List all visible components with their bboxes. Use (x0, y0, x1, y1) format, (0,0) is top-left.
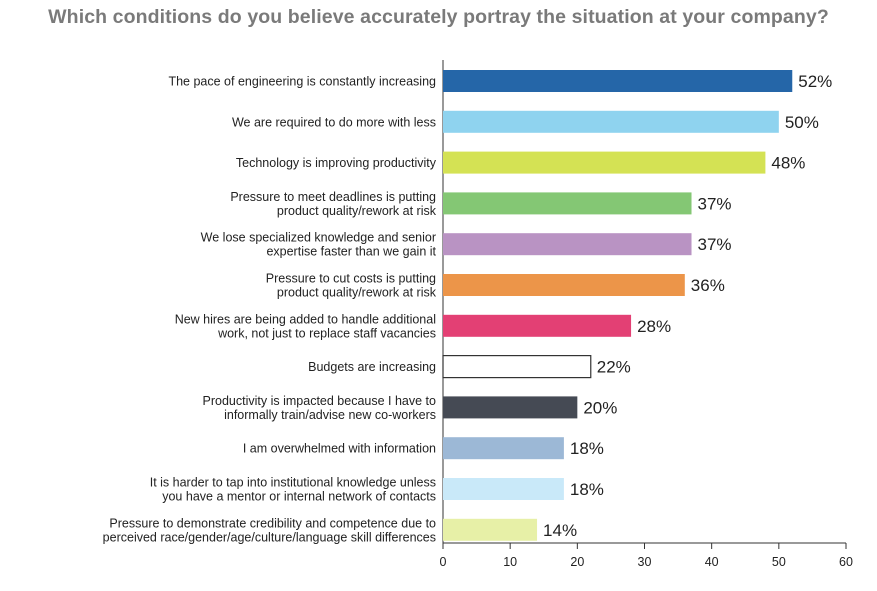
category-label: Pressure to cut costs is putting (266, 272, 436, 286)
x-tick-label: 30 (638, 555, 652, 569)
x-tick-label: 0 (440, 555, 447, 569)
bar (443, 396, 578, 419)
x-tick-label: 20 (570, 555, 584, 569)
bar-value-label: 28% (637, 317, 671, 336)
bar (443, 274, 685, 296)
category-label: New hires are being added to handle addi… (175, 312, 436, 326)
bar-value-label: 18% (570, 439, 604, 458)
bar-value-label: 50% (785, 113, 819, 132)
x-tick-label: 10 (503, 555, 517, 569)
category-label: you have a mentor or internal network of… (162, 490, 436, 504)
bar (443, 151, 766, 174)
bar (443, 192, 692, 215)
bar (442, 355, 592, 379)
bar (443, 437, 564, 460)
category-label: We lose specialized knowledge and senior (201, 231, 436, 245)
category-label: product quality/rework at risk (277, 286, 437, 300)
category-label: informally train/advise new co-workers (224, 408, 436, 422)
bar-value-label: 14% (543, 521, 577, 540)
x-tick-label: 60 (839, 555, 853, 569)
bar (443, 70, 793, 92)
x-tick-label: 40 (705, 555, 719, 569)
category-label: Pressure to demonstrate credibility and … (109, 516, 436, 530)
bar-value-label: 36% (691, 276, 725, 295)
category-label: It is harder to tap into institutional k… (150, 476, 436, 490)
bar-value-label: 52% (798, 72, 832, 91)
bar-value-label: 22% (597, 358, 631, 377)
category-label: product quality/rework at risk (277, 204, 437, 218)
bar (443, 314, 632, 337)
bar-value-label: 20% (583, 398, 617, 417)
bar (443, 233, 692, 256)
category-label: Technology is improving productivity (236, 156, 437, 170)
category-label: work, not just to replace staff vacancie… (217, 326, 436, 340)
bar (443, 478, 564, 500)
category-label: Budgets are increasing (308, 360, 436, 374)
x-tick-label: 50 (772, 555, 786, 569)
bar (443, 518, 538, 541)
category-label: We are required to do more with less (232, 115, 436, 129)
bar-value-label: 48% (771, 154, 805, 173)
bar-value-label: 37% (698, 235, 732, 254)
bar-value-label: 18% (570, 480, 604, 499)
category-label: Pressure to meet deadlines is putting (230, 190, 436, 204)
category-label: expertise faster than we gain it (266, 245, 436, 259)
bar (443, 110, 779, 133)
category-label: I am overwhelmed with information (243, 442, 436, 456)
category-label: Productivity is impacted because I have … (203, 394, 437, 408)
bar-value-label: 37% (698, 194, 732, 213)
category-label: The pace of engineering is constantly in… (168, 75, 436, 89)
category-label: perceived race/gender/age/culture/langua… (103, 530, 436, 544)
chart-title: Which conditions do you believe accurate… (48, 6, 829, 28)
